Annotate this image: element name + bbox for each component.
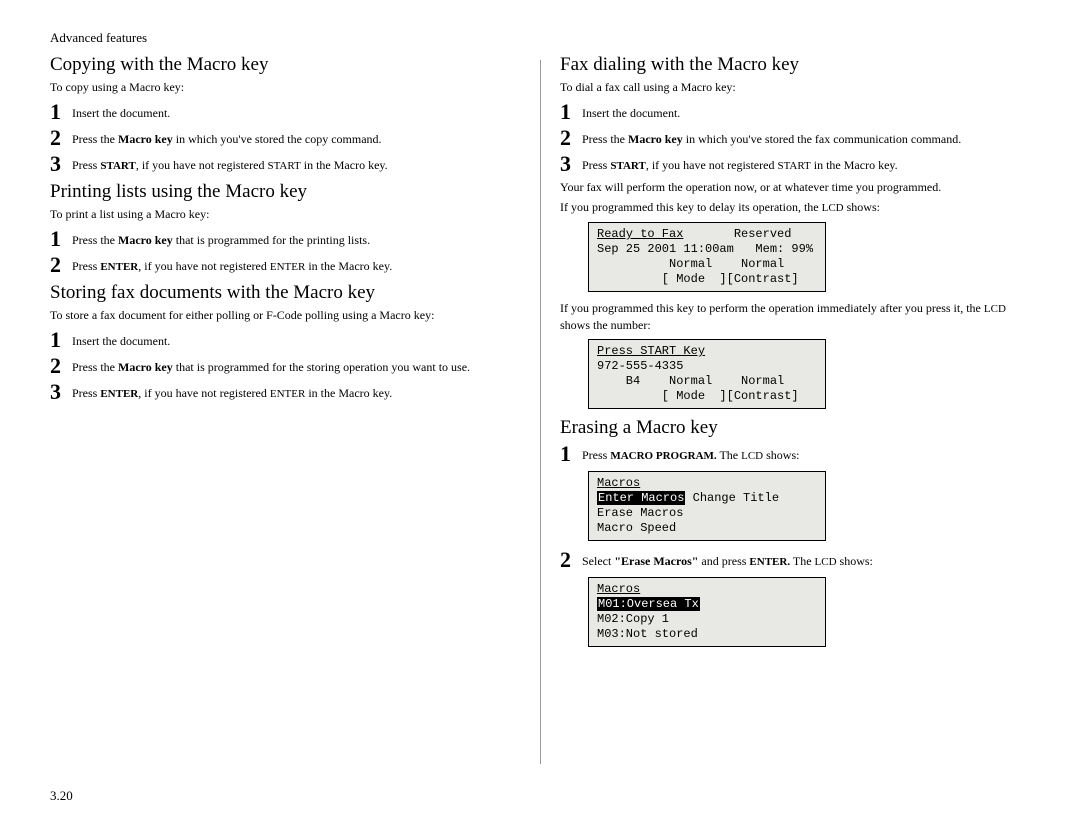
step-text: Press the Macro key in which you've stor… — [72, 127, 382, 147]
section-title: Fax dialing with the Macro key — [560, 54, 1030, 76]
step-number: 1 — [50, 101, 72, 123]
step-text: Insert the document. — [582, 101, 680, 121]
step-number: 1 — [50, 329, 72, 351]
step: 1 Press MACRO PROGRAM. The LCD shows: — [560, 443, 1030, 465]
section-intro: To copy using a Macro key: — [50, 80, 520, 95]
step-text: Press the Macro key that is programmed f… — [72, 228, 370, 248]
paragraph: Your fax will perform the operation now,… — [560, 179, 1030, 195]
step-number: 1 — [50, 228, 72, 250]
step-text: Insert the document. — [72, 329, 170, 349]
right-column: Fax dialing with the Macro key To dial a… — [560, 30, 1030, 655]
step: 2 Select "Erase Macros" and press ENTER.… — [560, 549, 1030, 571]
step: 2 Press the Macro key in which you've st… — [50, 127, 520, 149]
section-title: Erasing a Macro key — [560, 417, 1030, 439]
step-text: Press START, if you have not registered … — [72, 153, 388, 174]
step-text: Press MACRO PROGRAM. The LCD shows: — [582, 443, 799, 464]
section-title: Storing fax documents with the Macro key — [50, 282, 520, 304]
step: 3 Press START, if you have not registere… — [50, 153, 520, 175]
step-number: 2 — [50, 355, 72, 377]
step-number: 3 — [560, 153, 582, 175]
step-number: 1 — [560, 101, 582, 123]
step: 1 Insert the document. — [50, 329, 520, 351]
step-text: Press ENTER, if you have not registered … — [72, 381, 392, 402]
section-title: Copying with the Macro key — [50, 54, 520, 76]
step-text: Insert the document. — [72, 101, 170, 121]
step: 1 Insert the document. — [50, 101, 520, 123]
section-intro: To print a list using a Macro key: — [50, 207, 520, 222]
step-number: 2 — [50, 254, 72, 276]
step-text: Press ENTER, if you have not registered … — [72, 254, 392, 275]
step-number: 1 — [560, 443, 582, 465]
step: 3 Press ENTER, if you have not registere… — [50, 381, 520, 403]
spacer — [560, 30, 1030, 48]
section-intro: To dial a fax call using a Macro key: — [560, 80, 1030, 95]
step: 2 Press the Macro key that is programmed… — [50, 355, 520, 377]
step-number: 3 — [50, 381, 72, 403]
step-number: 2 — [50, 127, 72, 149]
paragraph: If you programmed this key to delay its … — [560, 199, 1030, 216]
section-title: Printing lists using the Macro key — [50, 181, 520, 203]
lcd-display: Ready to Fax Reserved Sep 25 2001 11:00a… — [588, 222, 826, 292]
section-intro: To store a fax document for either polli… — [50, 308, 520, 323]
page-header: Advanced features — [50, 30, 520, 46]
paragraph: If you programmed this key to perform th… — [560, 300, 1030, 333]
step: 1 Press the Macro key that is programmed… — [50, 228, 520, 250]
step-text: Press the Macro key that is programmed f… — [72, 355, 470, 375]
lcd-display: Macros M01:Oversea Tx M02:Copy 1 M03:Not… — [588, 577, 826, 647]
step: 2 Press the Macro key in which you've st… — [560, 127, 1030, 149]
step-text: Press START, if you have not registered … — [582, 153, 898, 174]
step-text: Select "Erase Macros" and press ENTER. T… — [582, 549, 873, 570]
step-text: Press the Macro key in which you've stor… — [582, 127, 961, 147]
column-divider — [540, 60, 541, 764]
step: 2 Press ENTER, if you have not registere… — [50, 254, 520, 276]
step: 3 Press START, if you have not registere… — [560, 153, 1030, 175]
step-number: 3 — [50, 153, 72, 175]
step-number: 2 — [560, 549, 582, 571]
step-number: 2 — [560, 127, 582, 149]
page-number: 3.20 — [50, 788, 73, 804]
step: 1 Insert the document. — [560, 101, 1030, 123]
lcd-display: Macros Enter Macros Change Title Erase M… — [588, 471, 826, 541]
left-column: Advanced features Copying with the Macro… — [50, 30, 520, 655]
lcd-display: Press START Key 972-555-4335 B4 Normal N… — [588, 339, 826, 409]
